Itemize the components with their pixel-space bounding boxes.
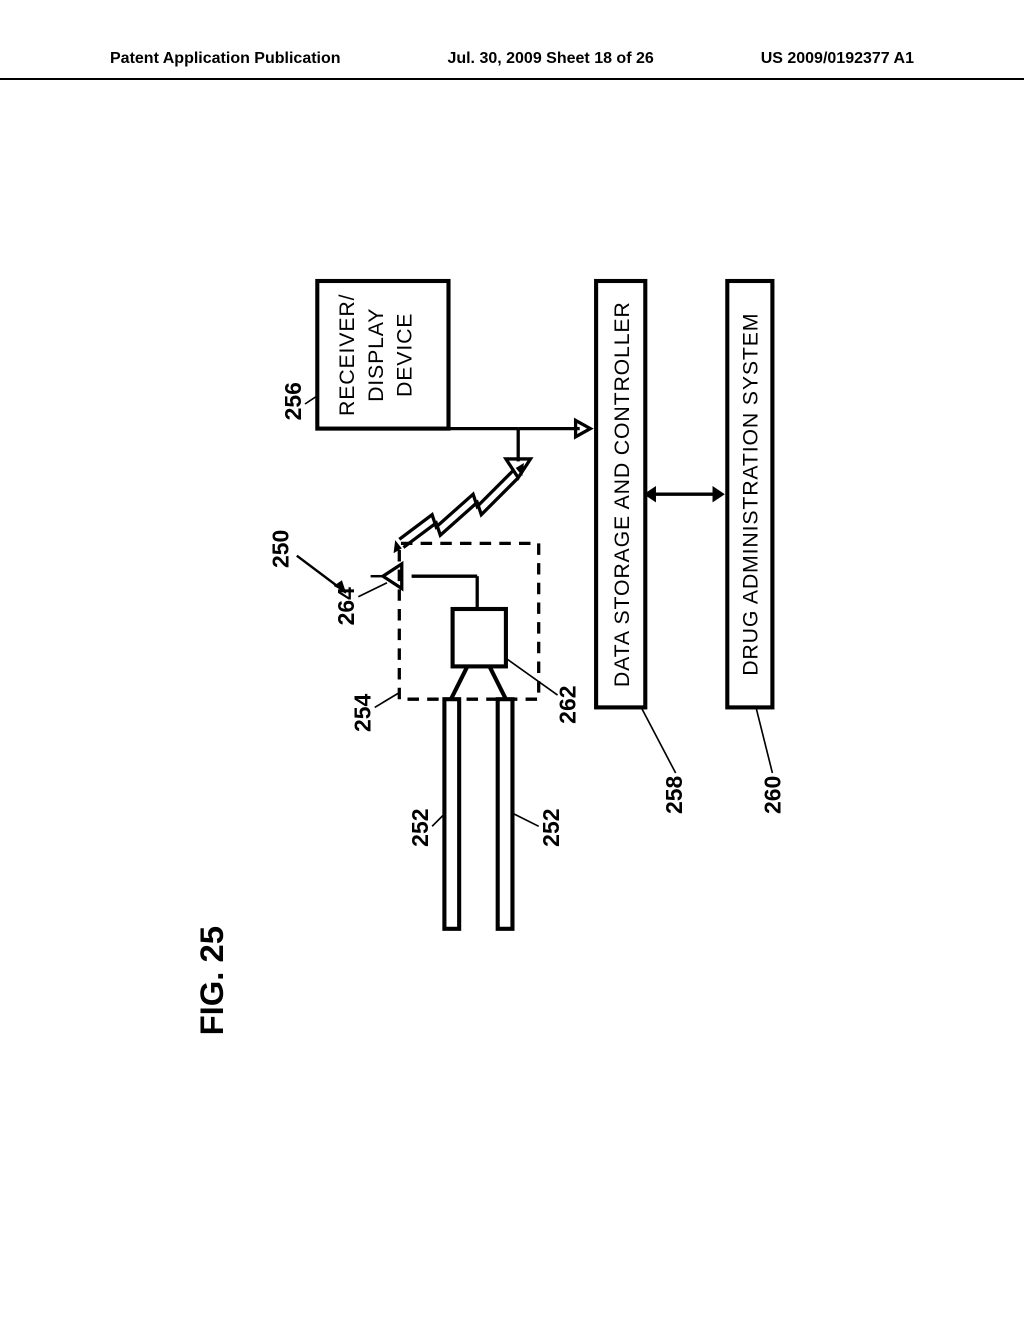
drug-admin-text: DRUG ADMINISTRATION SYSTEM [739, 313, 763, 676]
diagram-svg: FIG. 25 252 252 262 254 [10, 240, 1010, 1060]
header-center: Jul. 30, 2009 Sheet 18 of 26 [447, 50, 653, 78]
dashed-label: 254 [350, 693, 376, 732]
antenna-label: 264 [333, 587, 359, 626]
probe-bottom [498, 699, 513, 929]
header-right: US 2009/0192377 A1 [761, 50, 914, 78]
probe-label-top: 252 [407, 809, 433, 847]
probe-label-bottom: 252 [538, 809, 564, 847]
main-ref-label: 250 [268, 530, 294, 568]
arrow-down-icon-2 [713, 486, 725, 502]
probe-top [444, 699, 459, 929]
wireless-signal-icon [403, 478, 518, 548]
header-left: Patent Application Publication [110, 50, 341, 78]
data-storage-text: DATA STORAGE AND CONTROLLER [610, 301, 634, 687]
receiver-line1: RECEIVER/ [335, 294, 359, 416]
figure-title: FIG. 25 [193, 926, 230, 1035]
receiver-ref: 256 [280, 382, 306, 420]
page-header: Patent Application Publication Jul. 30, … [0, 50, 1024, 80]
dashed-enclosure [399, 543, 538, 699]
controller-label: 262 [555, 686, 581, 724]
drug-admin-ref: 260 [760, 776, 786, 814]
figure-25-diagram: FIG. 25 252 252 262 254 [10, 240, 1010, 1060]
data-storage-ref: 258 [661, 775, 687, 814]
controller-box [453, 609, 506, 666]
receiver-line3: DEVICE [393, 313, 417, 397]
receiver-line2: DISPLAY [364, 308, 388, 402]
